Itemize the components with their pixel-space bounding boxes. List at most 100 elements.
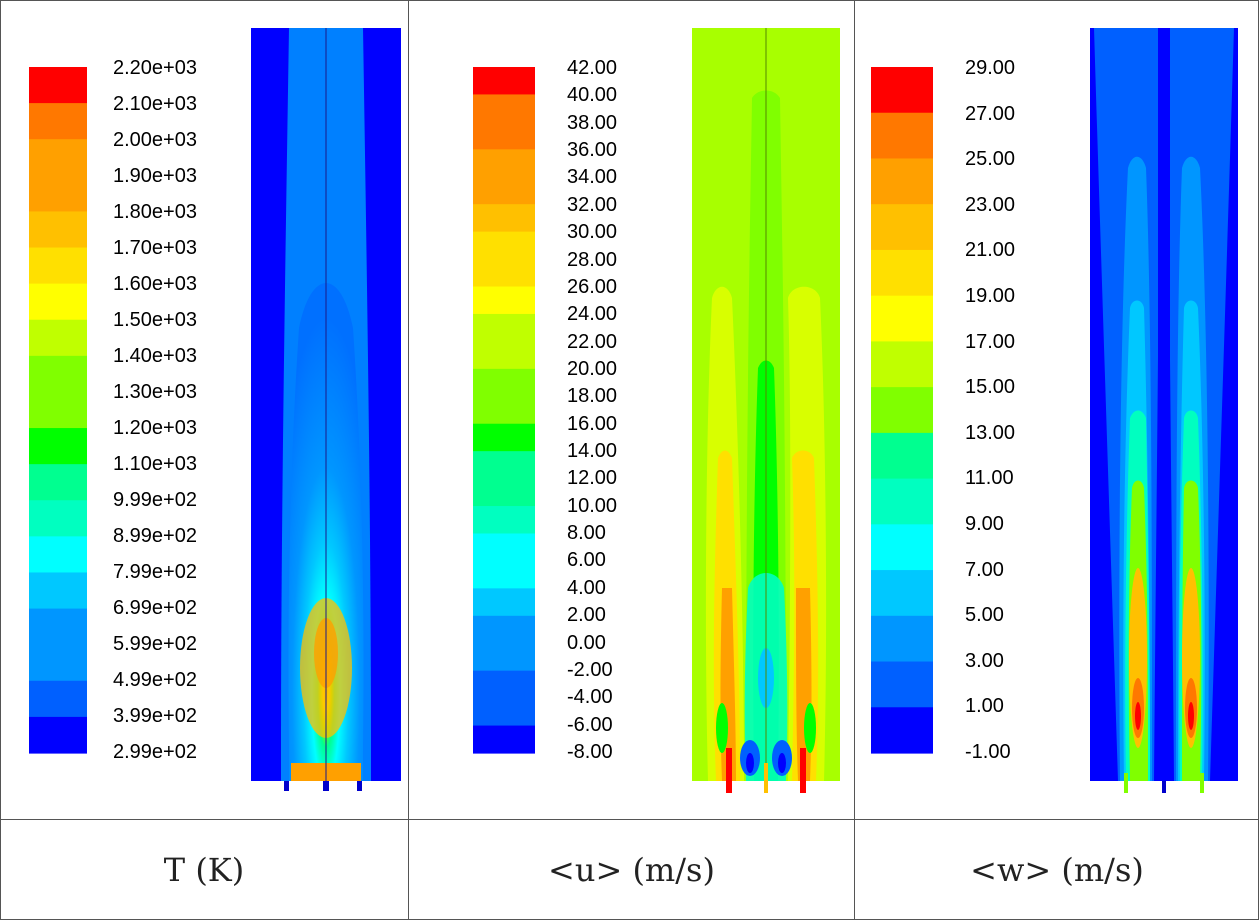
panel-divider-1 <box>408 0 409 920</box>
frame-top <box>0 0 1259 1</box>
axial-velocity-colorbar-label: -6.00 <box>567 713 613 736</box>
temperature-colorbar-label: 5.99e+02 <box>113 633 197 655</box>
transverse-velocity-colorbar-band <box>871 204 933 251</box>
transverse-velocity-colorbar-band <box>871 615 933 663</box>
transverse-velocity-colorbar-band <box>871 158 933 205</box>
axial-velocity-colorbar-label: 34.00 <box>567 166 618 189</box>
axial-velocity-colorbar-label: 4.00 <box>567 576 606 599</box>
temperature-colorbar-band <box>29 572 87 610</box>
transverse-velocity-colorbar-band <box>871 707 933 754</box>
temperature-contour-plot <box>251 28 401 791</box>
temperature-colorbar-label: 1.20e+03 <box>113 417 197 439</box>
temperature-colorbar-band <box>29 644 87 682</box>
temperature-colorbar-band <box>29 67 87 104</box>
temperature-colorbar-band <box>29 355 87 393</box>
axial-velocity-colorbar-label: 12.00 <box>567 467 618 490</box>
axial-velocity-colorbar-label: 16.00 <box>567 412 618 435</box>
temperature-colorbar-band <box>29 391 87 429</box>
axial-velocity-colorbar-label: 32.00 <box>567 193 618 216</box>
temperature-colorbar-band <box>29 428 87 465</box>
axial-velocity-colorbar-band <box>473 615 535 644</box>
axial-velocity-colorbar-band <box>473 313 535 342</box>
transverse-velocity-colorbar-label: -1.00 <box>965 741 1011 763</box>
transverse-velocity-colorbar-band <box>871 67 933 114</box>
temperature-colorbar-label: 2.20e+03 <box>113 57 197 79</box>
temperature-colorbar-band <box>29 283 87 321</box>
transverse-velocity-colorbar-band <box>871 524 933 571</box>
temperature-colorbar-label: 3.99e+02 <box>113 705 197 727</box>
temperature-colorbar-label: 1.70e+03 <box>113 237 197 259</box>
axial-velocity-colorbar-band <box>473 341 535 370</box>
temperature-colorbar-label: 6.99e+02 <box>113 597 197 619</box>
axial-velocity-colorbar-band <box>473 423 535 452</box>
caption-temperature: T (K) <box>163 851 245 889</box>
transverse-velocity-colorbar-band <box>871 112 933 160</box>
axial-velocity-colorbar-label: 0.00 <box>567 631 606 654</box>
axial-velocity-colorbar-band <box>473 94 535 123</box>
transverse-velocity-colorbar-label: 11.00 <box>965 467 1014 490</box>
axial-velocity-colorbar-label: 8.00 <box>567 522 606 545</box>
temperature-colorbar-band <box>29 103 87 140</box>
axial-velocity-colorbar-band <box>473 286 535 315</box>
temperature-colorbar-band <box>29 211 87 249</box>
transverse-velocity-colorbar-band <box>871 341 933 388</box>
temperature-colorbar-label: 8.99e+02 <box>113 525 197 547</box>
temperature-colorbar-label: 2.10e+03 <box>113 93 197 115</box>
temperature-colorbar-label: 1.90e+03 <box>113 165 197 187</box>
frame-left <box>0 0 1 920</box>
axial-velocity-colorbar-band <box>473 204 535 233</box>
axial-velocity-colorbar-band <box>473 698 535 727</box>
temperature-colorbar-band <box>29 680 87 718</box>
temperature-colorbar-band <box>29 175 87 213</box>
axial-velocity-colorbar-band <box>473 67 535 96</box>
axial-velocity-colorbar-band <box>473 533 535 562</box>
transverse-velocity-colorbar-band <box>871 387 933 434</box>
temperature-colorbar-band <box>29 500 87 537</box>
temperature-colorbar-label: 2.00e+03 <box>113 129 197 151</box>
axial-velocity-colorbar-label: 28.00 <box>567 248 618 271</box>
axial-velocity-colorbar-band <box>473 670 535 699</box>
temperature-colorbar-band <box>29 536 87 574</box>
axial-velocity-colorbar-label: 26.00 <box>567 275 618 298</box>
transverse-velocity-contour-plot <box>1090 28 1238 793</box>
axial-velocity-colorbar-label: 6.00 <box>567 549 606 572</box>
axial-velocity-colorbar-label: 10.00 <box>567 494 618 517</box>
transverse-velocity-colorbar-label: 19.00 <box>965 285 1016 307</box>
axial-velocity-colorbar-band <box>473 259 535 288</box>
transverse-velocity-colorbar-band <box>871 478 933 525</box>
axial-velocity-colorbar-label: 42.00 <box>567 57 618 79</box>
axial-velocity-colorbar-band <box>473 588 535 617</box>
axial-velocity-colorbar-band <box>473 231 535 260</box>
axial-velocity-colorbar-band <box>473 478 535 507</box>
axial-velocity-colorbar-label: 14.00 <box>567 440 618 463</box>
temperature-colorbar-band <box>29 319 87 357</box>
axial-velocity-colorbar-label: 18.00 <box>567 385 618 408</box>
transverse-velocity-colorbar-band <box>871 570 933 617</box>
axial-velocity-colorbar-label: 36.00 <box>567 139 618 162</box>
axial-velocity-colorbar-band <box>473 149 535 178</box>
transverse-velocity-colorbar-label: 13.00 <box>965 421 1016 444</box>
transverse-velocity-colorbar-band <box>871 249 933 297</box>
temperature-colorbar-label: 1.50e+03 <box>113 309 197 331</box>
axial-velocity-colorbar-label: 38.00 <box>567 111 618 134</box>
caption-divider <box>0 819 1259 820</box>
axial-velocity-colorbar-label: 40.00 <box>567 84 618 107</box>
temperature-colorbar-label: 4.99e+02 <box>113 669 197 691</box>
axial-velocity-colorbar-label: -8.00 <box>567 741 613 763</box>
transverse-velocity-colorbar-label: 25.00 <box>965 148 1016 171</box>
transverse-velocity-colorbar-band <box>871 295 933 342</box>
transverse-velocity-colorbar-label: 15.00 <box>965 376 1016 399</box>
transverse-velocity-colorbar-label: 3.00 <box>965 649 1004 672</box>
transverse-velocity-colorbar-label: 5.00 <box>965 604 1004 627</box>
axial-velocity-colorbar-band <box>473 560 535 589</box>
temperature-colorbar-label: 1.30e+03 <box>113 381 197 403</box>
temperature-colorbar-label: 7.99e+02 <box>113 561 197 583</box>
axial-velocity-colorbar-label: -2.00 <box>567 658 613 681</box>
transverse-velocity-colorbar-band <box>871 661 933 708</box>
axial-velocity-colorbar-label: 2.00 <box>567 604 606 627</box>
temperature-colorbar-band <box>29 464 87 501</box>
caption-transverse-velocity: <w> (m/s) <box>970 851 1144 889</box>
temperature-colorbar-label: 1.40e+03 <box>113 345 197 367</box>
